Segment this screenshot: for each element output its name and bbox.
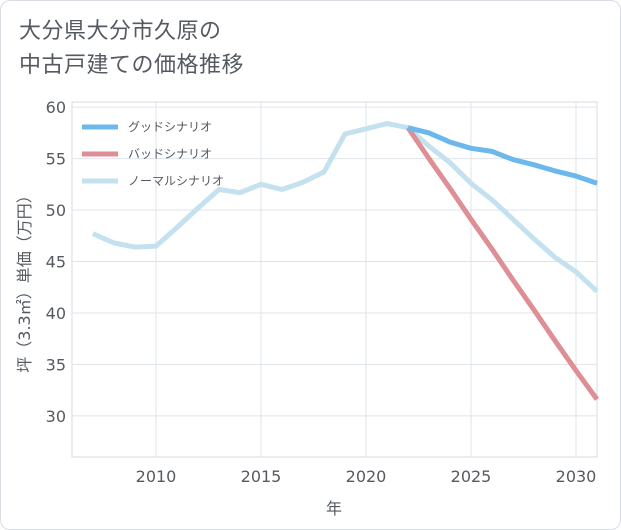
chart-title: 大分県大分市久原の 中古戸建ての価格推移	[19, 15, 244, 83]
x-tick-label: 2010	[136, 467, 177, 486]
chart-title-line-1: 大分県大分市久原の	[19, 19, 222, 44]
y-tick-label: 40	[46, 304, 66, 323]
y-tick-label: 60	[46, 98, 66, 117]
y-axis-ticks: 30 35 40 45 50 55 60	[46, 98, 66, 426]
y-tick-label: 30	[46, 407, 66, 426]
y-axis-title: 坪（3.3㎡）単価（万円）	[15, 187, 34, 372]
x-tick-label: 2020	[346, 467, 387, 486]
series-layer	[91, 121, 600, 401]
legend-label-1: バッドシナリオ	[128, 147, 212, 161]
y-tick-label: 50	[46, 201, 66, 220]
x-axis-title: 年	[326, 499, 342, 518]
legend-label-2: ノーマルシナリオ	[128, 174, 224, 188]
y-tick-label: 35	[46, 355, 66, 374]
x-tick-label: 2015	[241, 467, 282, 486]
plot-area	[71, 101, 598, 458]
y-tick-label: 45	[46, 252, 66, 271]
series-line-0	[407, 125, 598, 186]
x-tick-label: 2030	[556, 467, 597, 486]
x-tick-label: 2025	[451, 467, 492, 486]
x-axis-ticks: 2010 2015 2020 2025 2030	[136, 467, 597, 486]
legend-label-0: グッドシナリオ	[128, 120, 212, 134]
chart-title-line-2: 中古戸建ての価格推移	[19, 53, 245, 78]
series-line-2	[91, 121, 599, 294]
series-line-1	[405, 126, 600, 401]
grid-lines	[72, 102, 597, 457]
y-tick-label: 55	[46, 150, 66, 169]
